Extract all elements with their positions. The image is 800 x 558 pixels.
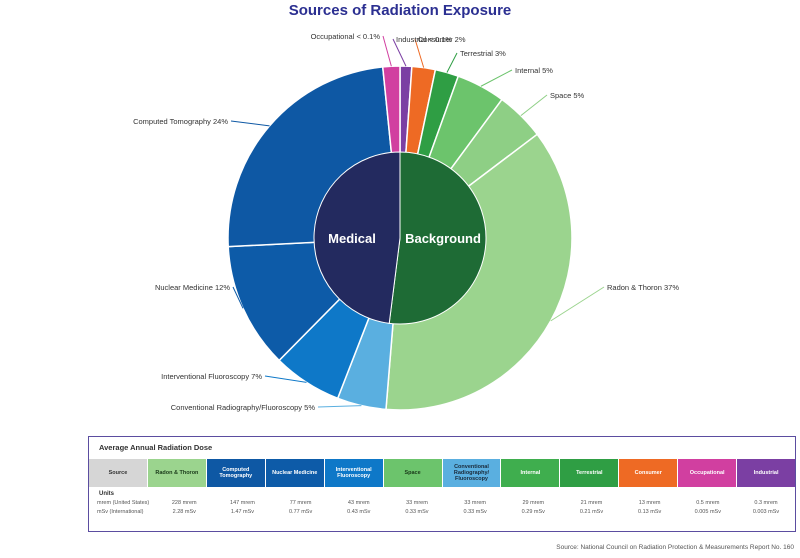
table-header-0: Source: [89, 459, 147, 487]
table-cell: 0.5 mrem: [696, 500, 720, 506]
pie-chart: Industrial < 0.1%Consumer 2% Terrestrial …: [133, 32, 679, 412]
leader-line-5: [550, 286, 605, 322]
dose-table: Average Annual Radiation Dose Source Rado…: [88, 436, 796, 532]
table-cell: 1.47 mSv: [230, 509, 255, 515]
table-cell: 0.13 mSv: [638, 509, 662, 515]
chart-title: Sources of Radiation Exposure: [288, 2, 512, 19]
table-cell: 147 mrem: [230, 500, 255, 506]
inner-slice-background: [388, 151, 487, 325]
slice-label-8: Nuclear Medicine 12%: [155, 283, 230, 292]
center-label-background: Background: [405, 231, 481, 246]
table-cell: 33 mrem: [406, 500, 428, 506]
table-cell: 0.21 mSv: [579, 509, 604, 515]
table-cell: 0.43 mSv: [347, 509, 371, 515]
table-header-2: Computed Tomography: [206, 459, 265, 487]
center-label-medical: Medical: [328, 231, 376, 246]
table-cell: 0.33 mSv: [463, 509, 487, 515]
table-header-6: Conventional Radiography/ Fluoroscopy: [442, 459, 501, 487]
slice-labels: Industrial < 0.1%Consumer 2% Terrestrial …: [133, 32, 679, 412]
slice-label-3: Internal 5%: [515, 66, 553, 75]
table-header-7: Internal: [501, 459, 560, 487]
table-row: mrem (United States) 228 mrem 147 mrem 77 m…: [89, 499, 795, 508]
table-header-11: Industrial: [737, 459, 796, 487]
inner-ring: [313, 151, 487, 325]
table-cell: mSv (International): [97, 509, 144, 515]
leader-line-9: [230, 120, 270, 127]
table-header-4: Interventional Fluoroscopy: [324, 459, 383, 487]
slice-label-4: Space 5%: [550, 91, 585, 100]
leader-line-2: [446, 52, 458, 73]
slice-label-2: Terrestrial 3%: [460, 49, 506, 58]
table-cell: 29 mrem: [522, 500, 545, 506]
table-cell: 0.3 mrem: [754, 500, 778, 506]
table-header-10: Occupational: [678, 459, 737, 487]
table-cell: 77 mrem: [289, 500, 312, 506]
table-cell: 0.003 mSv: [752, 509, 780, 515]
table-cell: 2.28 mSv: [172, 509, 196, 515]
table-cell: mrem (United States): [97, 500, 150, 506]
table-row: mSv (International) 2.28 mSv 1.47 mSv 0.77 …: [89, 508, 795, 517]
leader-line-10: [382, 35, 392, 67]
table-header-3: Nuclear Medicine: [265, 459, 324, 487]
table-title: Average Annual Radiation Dose: [99, 443, 213, 452]
slice-label-0: Industrial < 0.1%: [396, 35, 452, 44]
table-cell: 13 mrem: [638, 500, 661, 506]
leader-line-1: [414, 38, 425, 68]
table-header-row: Source Radon & Thoron Computed Tomography N…: [89, 459, 796, 487]
leader-line-0: [392, 38, 407, 67]
table-cell: 0.33 mSv: [405, 509, 429, 515]
slice-label-5: Radon & Thoron 37%: [607, 283, 679, 292]
table-cell: 228 mrem: [171, 500, 197, 506]
table-cell: 0.29 mSv: [521, 509, 545, 515]
leader-line-4: [520, 94, 548, 117]
table-header-1: Radon & Thoron: [147, 459, 206, 487]
inner-slice-medical: [313, 151, 401, 324]
slice-label-10: Occupational < 0.1%: [311, 32, 381, 41]
table-body: mrem (United States) 228 mrem 147 mrem 77 m…: [89, 499, 795, 517]
table-cell: 0.005 mSv: [694, 509, 721, 515]
slice-label-7: Interventional Fluoroscopy 7%: [161, 372, 262, 381]
leader-line-8: [232, 286, 244, 309]
table-header-8: Terrestrial: [560, 459, 619, 487]
table-cell: 43 mrem: [347, 500, 370, 506]
table-header-9: Consumer: [619, 459, 678, 487]
slice-label-1: Consumer 2%: [418, 35, 466, 44]
units-label: Units: [99, 491, 114, 497]
slice-label-9: Computed Tomography 24%: [133, 117, 228, 126]
leader-line-3: [480, 69, 513, 87]
slice-label-6: Conventional Radiography/Fluoroscopy 5%: [171, 403, 316, 412]
leader-line-7: [264, 375, 307, 383]
table-cell: 21 mrem: [580, 500, 603, 506]
table-cell: 33 mrem: [464, 500, 486, 506]
source-note: Source: National Council on Radiation Pr…: [556, 544, 794, 551]
leader-lines: [230, 35, 605, 408]
table-cell: 0.77 mSv: [288, 509, 313, 515]
table-header-5: Space: [383, 459, 442, 487]
leader-line-6: [317, 405, 362, 408]
